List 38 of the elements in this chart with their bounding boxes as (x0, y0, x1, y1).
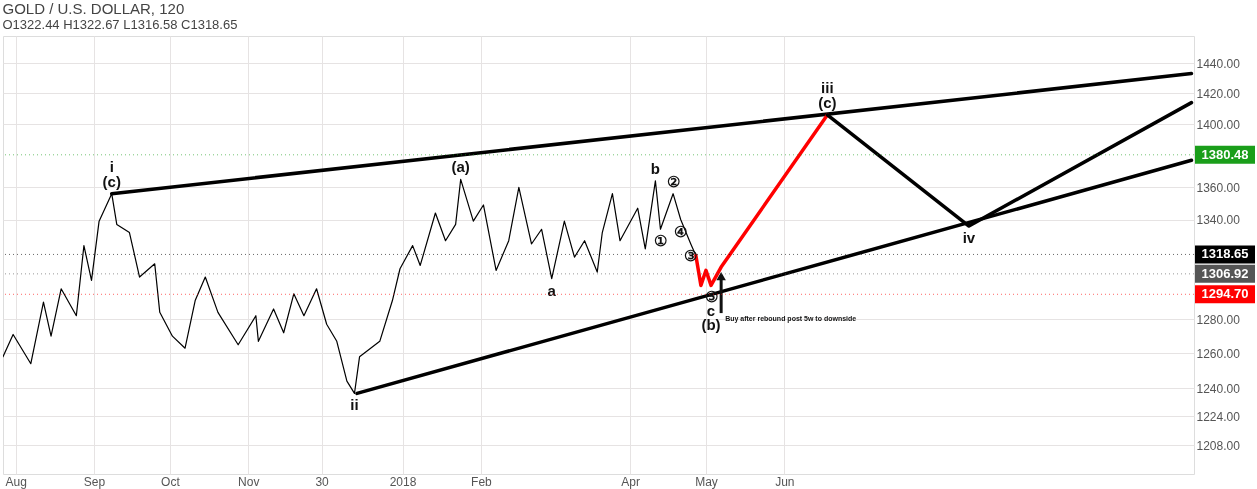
annotation: iii (821, 78, 834, 96)
x-tick-label: Apr (621, 474, 640, 489)
x-tick-label: Oct (161, 474, 181, 489)
chart-title: GOLD / U.S. DOLLAR, 120 (2, 0, 185, 17)
ref-line-label: 1380.48 (1201, 146, 1249, 162)
y-tick-label: 1400.00 (1196, 117, 1241, 132)
x-tick-label: Feb (471, 474, 493, 489)
y-tick-label: 1280.00 (1196, 312, 1241, 327)
annotation: (c) (818, 93, 837, 111)
annotation: (a) (451, 158, 470, 176)
x-tick-label: Aug (5, 474, 27, 489)
annotation: ④ (674, 222, 688, 240)
annotation: i (109, 157, 114, 175)
y-tick-label: 1208.00 (1196, 438, 1241, 453)
annotation: ② (666, 172, 680, 190)
y-tick-label: 1440.00 (1196, 56, 1241, 71)
x-tick-label: 30 (315, 474, 330, 489)
ref-line-label: 1306.92 (1201, 265, 1249, 281)
x-tick-label: Sep (83, 474, 106, 489)
y-tick-label: 1224.00 (1196, 409, 1241, 424)
annotation: b (650, 159, 660, 177)
y-tick-label: 1340.00 (1196, 213, 1241, 228)
y-tick-label: 1240.00 (1196, 381, 1241, 396)
x-tick-label: 2018 (389, 474, 417, 489)
x-tick-label: Nov (238, 474, 260, 489)
annotation: ii (350, 396, 359, 414)
annotation: iv (962, 229, 976, 247)
ref-line-label: 1294.70 (1201, 286, 1249, 302)
annotation: a (547, 281, 557, 299)
y-tick-label: 1260.00 (1196, 346, 1241, 361)
annotation: ① (653, 232, 667, 250)
y-tick-label: 1420.00 (1196, 86, 1241, 101)
x-tick-label: May (695, 474, 718, 489)
annotation: (c) (102, 172, 121, 190)
x-tick-label: Jun (775, 474, 795, 489)
ref-line-label: 1318.65 (1201, 246, 1249, 262)
chart-subtitle: O1322.44 H1322.67 L1316.58 C1318.65 (2, 17, 238, 32)
y-tick-label: 1360.00 (1196, 180, 1241, 195)
